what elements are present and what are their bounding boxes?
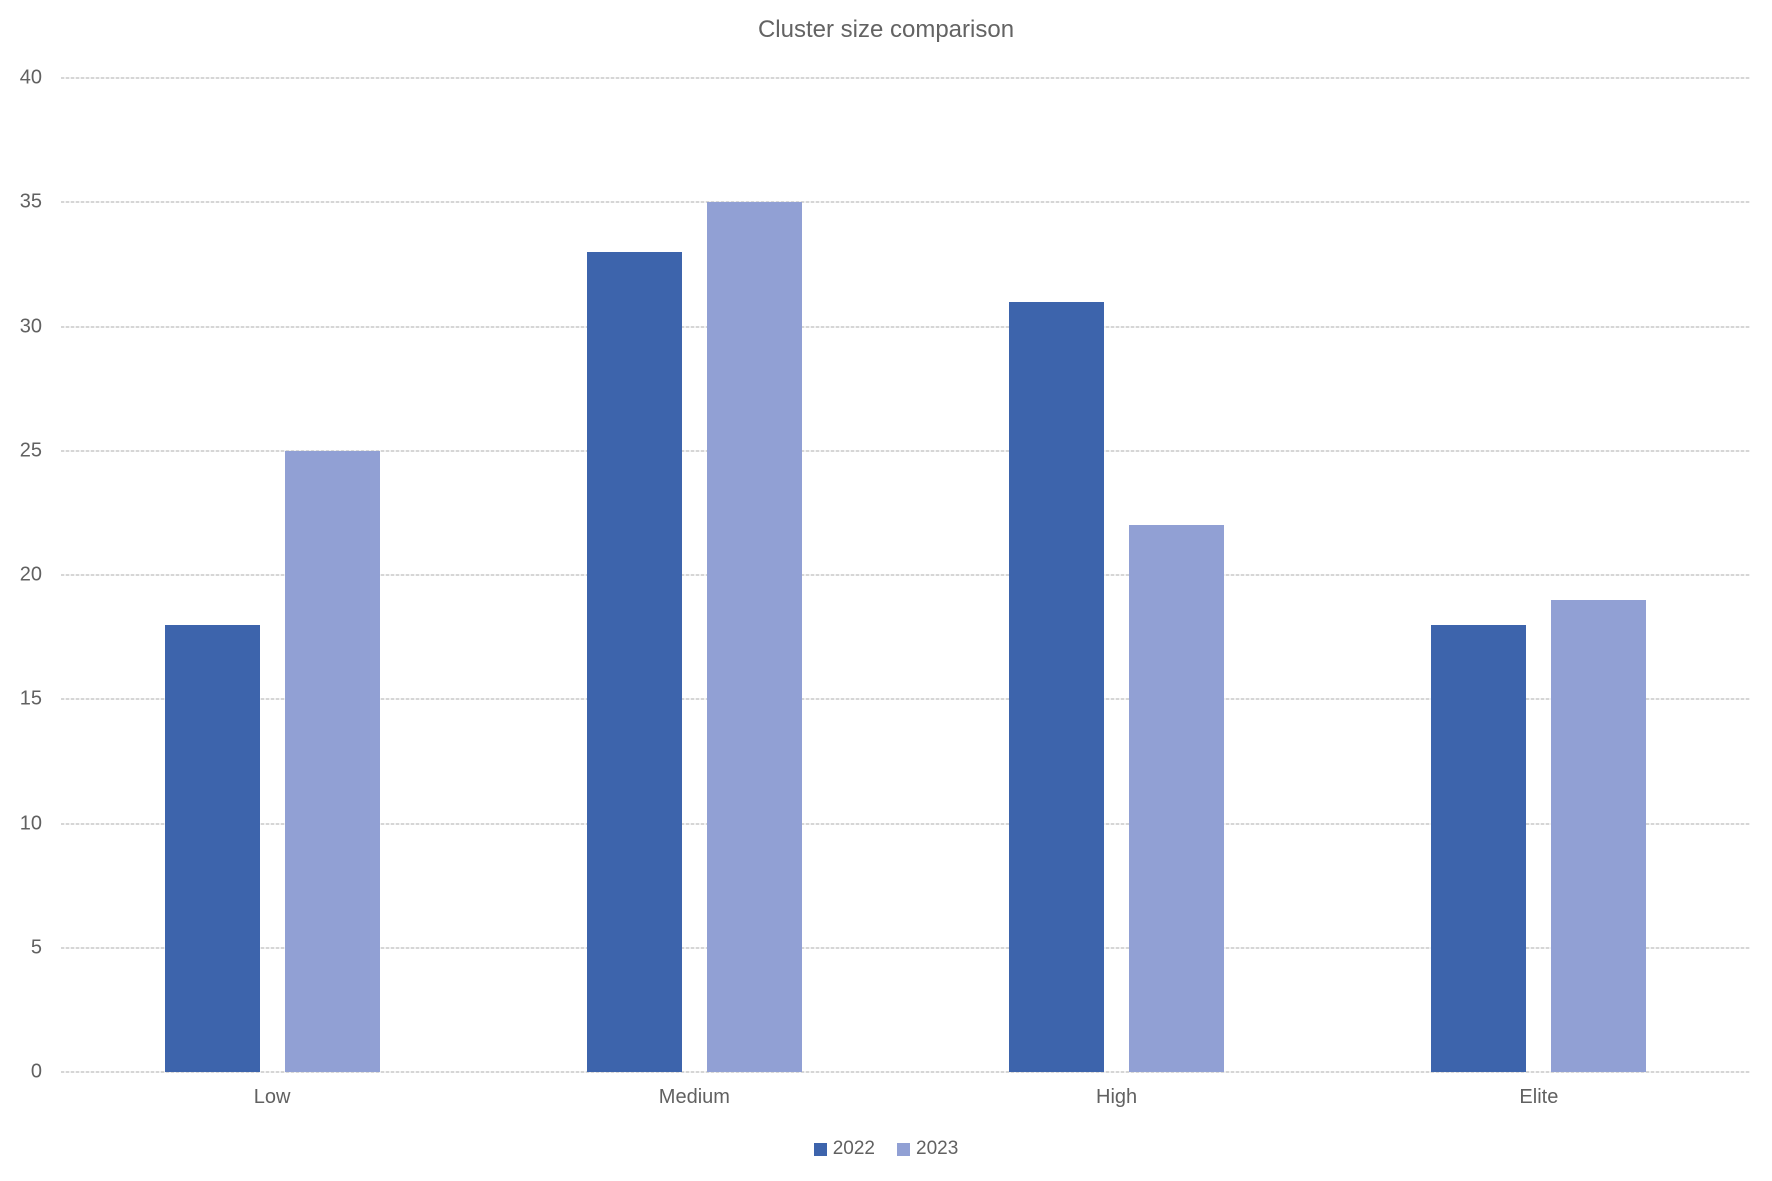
- x-tick-label-elite: Elite: [1519, 1086, 1559, 1108]
- y-tick-label-30: 30: [19, 315, 42, 337]
- x-tick-label-high: High: [1096, 1086, 1138, 1108]
- legend-label-2022: 2022: [832, 1138, 875, 1159]
- bar-medium-2023[interactable]: [706, 202, 802, 1072]
- bar-low-2022[interactable]: [164, 624, 260, 1072]
- x-tick-label-medium: Medium: [658, 1086, 730, 1108]
- bar-high-2023[interactable]: [1129, 525, 1225, 1072]
- gridline-5: [61, 946, 1750, 949]
- y-tick-label-25: 25: [19, 439, 42, 462]
- gridline-0: [61, 1071, 1750, 1073]
- category-group-low: [61, 78, 483, 1072]
- bar-elite-2023[interactable]: [1551, 599, 1647, 1072]
- y-tick-label-0: 0: [30, 1060, 42, 1083]
- y-tick-label-15: 15: [19, 687, 42, 710]
- gridline-40: [61, 77, 1750, 79]
- bars-layer: [61, 78, 1750, 1072]
- gridline-35: [61, 201, 1750, 204]
- bar-medium-2022[interactable]: [586, 251, 682, 1072]
- gridline-20: [61, 574, 1750, 576]
- legend: 2022 2023: [0, 1138, 1772, 1160]
- x-axis: Low Medium High Elite: [61, 1086, 1750, 1109]
- bar-elite-2022[interactable]: [1431, 624, 1527, 1072]
- y-tick-label-5: 5: [30, 936, 42, 959]
- y-tick-label-10: 10: [19, 812, 42, 834]
- legend-item-2023[interactable]: 2023: [897, 1138, 958, 1160]
- category-group-high: [906, 78, 1328, 1072]
- legend-label-2023: 2023: [916, 1138, 959, 1159]
- y-axis: 0 5 10 15 20 25 30 35 40: [0, 67, 42, 1083]
- category-group-elite: [1328, 78, 1750, 1072]
- y-tick-label-20: 20: [19, 563, 42, 586]
- legend-swatch-icon: [813, 1142, 827, 1156]
- plot-area: [61, 77, 1750, 1073]
- bar-high-2022[interactable]: [1009, 301, 1105, 1072]
- gridline-10: [61, 822, 1750, 825]
- category-group-medium: [483, 78, 905, 1072]
- legend-item-2022[interactable]: 2022: [813, 1138, 875, 1160]
- gridline-15: [61, 698, 1750, 701]
- legend-swatch-icon: [897, 1142, 910, 1156]
- gridline-25: [61, 449, 1750, 452]
- y-tick-label-40: 40: [19, 66, 42, 89]
- gridline-30: [61, 325, 1750, 328]
- y-tick-label-35: 35: [19, 190, 42, 213]
- x-tick-label-low: Low: [253, 1086, 291, 1108]
- bar-low-2023[interactable]: [284, 450, 380, 1072]
- chart-title: Cluster size comparison: [757, 16, 1015, 43]
